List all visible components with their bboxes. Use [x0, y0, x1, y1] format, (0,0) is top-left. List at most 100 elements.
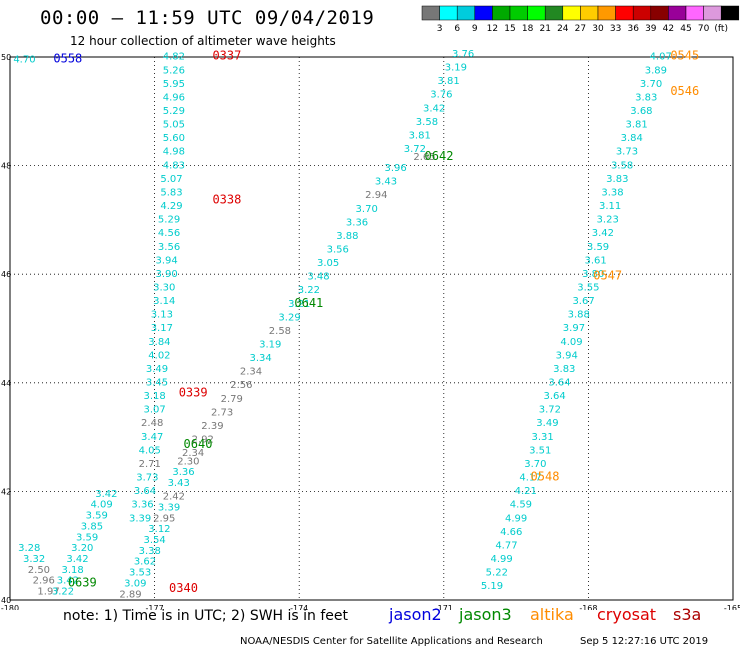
swh-value: 3.22	[52, 587, 74, 598]
swh-value: 3.83	[606, 174, 628, 185]
legend-label: 21	[539, 24, 550, 34]
swh-value: 3.94	[156, 255, 178, 266]
swh-value: 4.05	[139, 445, 161, 456]
swh-value: 3.36	[346, 217, 368, 228]
swh-value: 4.66	[500, 527, 522, 538]
swh-value: 2.96	[33, 576, 55, 587]
swh-value: 3.70	[640, 79, 662, 90]
swh-value: 2.34	[240, 367, 262, 378]
swh-value: 2.92	[192, 435, 214, 446]
swh-value: 3.81	[409, 130, 431, 141]
color-legend: 3 6 9 12 15 18 21 24 27 30 33 36 39 42 45 70 (ft)	[421, 5, 740, 34]
timestamp-text: Sep 5 12:27:16 UTC 2019	[580, 636, 709, 647]
swh-value: 3.43	[375, 177, 397, 188]
track-time-label: 0547	[593, 269, 622, 283]
track-time-label: 0339	[179, 385, 208, 399]
y-tick-label: 44	[1, 379, 11, 388]
swh-value: 3.19	[445, 63, 467, 74]
track-time-label: 0340	[169, 581, 198, 595]
legend-label: 42	[663, 24, 674, 34]
swh-value: 3.70	[356, 204, 378, 215]
swh-value: 3.18	[143, 391, 165, 402]
swh-value: 3.05	[317, 258, 339, 269]
swh-points: 4.70 4.82 5.26 5.95 4.96 5.29 5.05 5.60 4.98 4.83…	[13, 49, 672, 600]
swh-value: 3.51	[529, 445, 551, 456]
swh-value: 4.70	[13, 54, 35, 65]
swh-value: 5.29	[158, 215, 180, 226]
swh-value: 3.23	[597, 215, 619, 226]
swh-value: 3.76	[430, 90, 452, 101]
swh-value: 2.56	[230, 380, 252, 391]
legend-label: 36	[627, 24, 639, 34]
swh-value: 3.73	[616, 147, 638, 158]
swh-value: 4.09	[90, 500, 112, 511]
swh-value: 3.42	[423, 103, 445, 114]
swh-value: 2.42	[163, 492, 185, 503]
swh-value: 3.58	[416, 117, 438, 128]
swh-value: 4.99	[491, 554, 513, 565]
swh-value: 4.02	[148, 350, 170, 361]
swh-value: 3.96	[384, 163, 406, 174]
swh-value: 3.47	[141, 432, 163, 443]
swh-value: 2.79	[221, 394, 243, 405]
swh-value: 1.97	[37, 587, 59, 598]
swh-value: 3.73	[136, 473, 158, 484]
legend-label: 24	[557, 24, 569, 34]
swh-value: 3.90	[156, 269, 178, 280]
credit-text: NOAA/NESDIS Center for Satellite Applica…	[240, 636, 543, 647]
plot-frame	[9, 56, 734, 601]
track-time-label: 0338	[212, 193, 241, 207]
track-time-label: 0639	[68, 575, 97, 589]
swh-value: 4.09	[560, 337, 582, 348]
swh-value: 3.72	[404, 144, 426, 155]
legend-label: 12	[487, 24, 498, 34]
swh-value: 3.21	[288, 299, 310, 310]
swh-value: 4.82	[163, 52, 185, 63]
swh-value: 4.99	[505, 513, 527, 524]
y-tick-label: 46	[1, 270, 11, 279]
track-time-label: 0546	[670, 84, 699, 98]
swh-value: 3.18	[62, 565, 84, 576]
y-tick-label: 40	[1, 596, 11, 605]
swh-value: 5.05	[163, 120, 185, 131]
legend-label: 18	[522, 24, 534, 34]
legend-label: 15	[504, 24, 515, 34]
legend-label: 45	[680, 24, 691, 34]
swh-value: 3.28	[18, 543, 40, 554]
swh-value: 2.94	[365, 190, 387, 201]
track-time-label: 0337	[212, 49, 241, 63]
swh-value: 3.34	[250, 353, 272, 364]
swh-value: 4.07	[650, 52, 672, 63]
swh-value: 2.50	[28, 565, 50, 576]
swh-value: 3.56	[327, 244, 349, 255]
swh-value: 5.95	[163, 79, 185, 90]
swh-value: 5.29	[163, 106, 185, 117]
swh-value: 3.64	[134, 486, 156, 497]
swh-value: 3.83	[635, 92, 657, 103]
y-tick-label: 48	[1, 162, 11, 171]
swh-value: 4.56	[158, 228, 180, 239]
swh-value: 3.17	[151, 323, 173, 334]
swh-value: 3.62	[134, 557, 156, 568]
swh-value: 3.11	[599, 201, 621, 212]
swh-value: 4.96	[163, 92, 185, 103]
swh-value: 3.38	[139, 546, 161, 557]
x-tick-label: -177	[146, 604, 164, 610]
swh-value: 3.12	[148, 524, 170, 535]
track-time-label: 0640	[184, 437, 213, 451]
swh-value: 3.70	[524, 459, 546, 470]
chart-title: 00:00 – 11:59 UTC 09/04/2019	[40, 7, 375, 29]
track-time-label: 0558	[53, 51, 82, 65]
swh-value: 2.30	[177, 456, 199, 467]
swh-value: 3.29	[278, 312, 300, 323]
swh-value: 3.42	[57, 576, 79, 587]
swh-value: 5.60	[163, 133, 185, 144]
swh-value: 3.81	[625, 120, 647, 131]
swh-value: 3.55	[577, 282, 599, 293]
legend-label: 33	[610, 24, 621, 34]
track-time-label: 0642	[425, 149, 454, 163]
swh-value: 3.97	[563, 323, 585, 334]
swh-value: 3.30	[153, 282, 175, 293]
y-tick-label: 42	[1, 487, 11, 496]
swh-value: 3.88	[336, 231, 358, 242]
